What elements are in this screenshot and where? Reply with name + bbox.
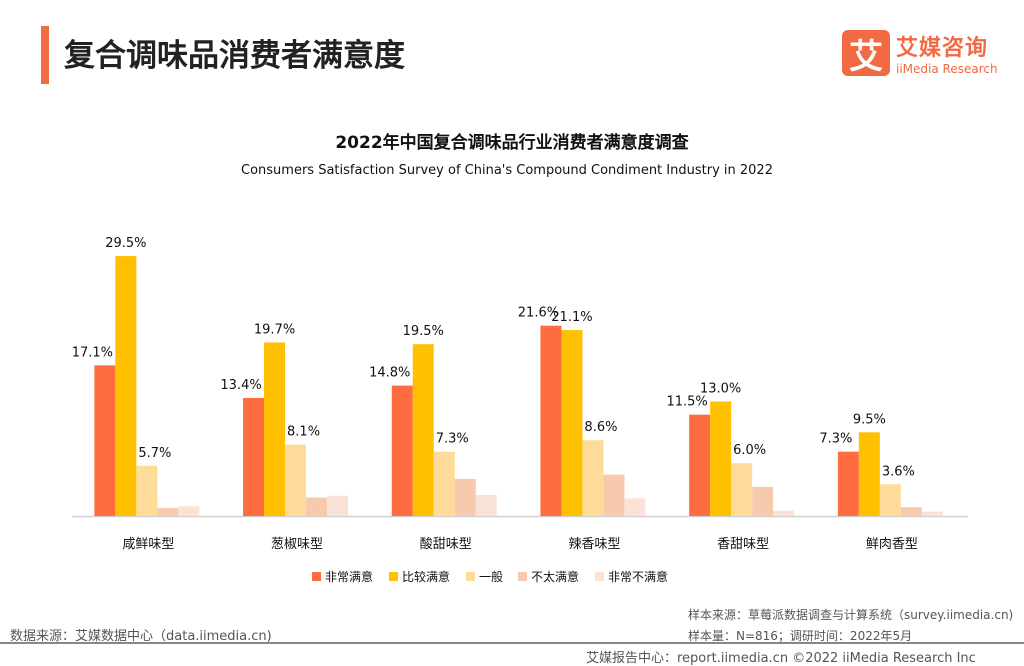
bar: [582, 440, 604, 516]
logo-en: iiMedia Research: [896, 62, 998, 76]
chart-title: 2022年中国复合调味品行业消费者满意度调查: [335, 133, 689, 153]
legend-swatch: [466, 572, 475, 581]
data-label: 3.6%: [882, 464, 915, 479]
page-title: 复合调味品消费者满意度: [64, 38, 405, 74]
data-label: 29.5%: [105, 236, 146, 251]
bar: [285, 444, 307, 516]
bar: [94, 365, 116, 516]
bar: [115, 256, 137, 516]
x-tick-label: 鲜肉香型: [866, 537, 918, 552]
data-label: 7.3%: [819, 432, 852, 447]
data-label: 8.1%: [287, 425, 320, 440]
legend-swatch: [518, 572, 527, 581]
legend-label: 一般: [479, 569, 503, 584]
title-accent-bar: [41, 26, 49, 84]
x-tick-label: 葱椒味型: [271, 537, 323, 552]
bar: [475, 494, 497, 516]
bar: [603, 474, 625, 516]
legend-swatch: [595, 572, 604, 581]
logo-mark: 艾: [842, 30, 890, 77]
x-tick-label: 辣香味型: [568, 537, 620, 552]
data-label: 6.0%: [733, 443, 766, 458]
bar: [306, 497, 328, 516]
bar: [731, 463, 753, 516]
bar: [540, 325, 562, 516]
bar: [243, 397, 265, 516]
bar: [136, 465, 158, 516]
data-label: 9.5%: [853, 412, 886, 427]
bar: [752, 486, 774, 516]
data-label: 5.7%: [138, 446, 171, 461]
bar: [858, 432, 880, 516]
data-source: 数据来源：艾媒数据中心（data.iimedia.cn): [10, 629, 272, 644]
bar: [157, 508, 179, 516]
sample-source: 样本来源：草莓派数据调查与计算系统（survey.iimedia.cn): [688, 608, 1014, 622]
bar: [178, 506, 200, 516]
data-label: 8.6%: [584, 420, 617, 435]
bar: [921, 511, 943, 516]
bar: [900, 507, 922, 516]
chart-subtitle: Consumers Satisfaction Survey of China's…: [241, 163, 773, 178]
bar: [412, 344, 434, 516]
bar: [710, 401, 732, 516]
data-label: 21.1%: [551, 310, 592, 325]
data-label: 21.6%: [518, 306, 559, 321]
bar: [327, 495, 349, 516]
data-label: 11.5%: [666, 395, 707, 410]
logo-cn: 艾媒咨询: [896, 36, 989, 61]
legend-swatch: [389, 572, 398, 581]
report-center: 艾媒报告中心：report.iimedia.cn ©2022 iiMedia R…: [586, 651, 976, 666]
footer-divider: [0, 642, 1024, 644]
data-label: 13.0%: [700, 381, 741, 396]
legend-label: 不太满意: [531, 569, 579, 584]
data-label: 17.1%: [72, 345, 113, 360]
data-label: 13.4%: [220, 378, 261, 393]
bar: [773, 510, 795, 516]
x-tick-label: 咸鲜味型: [122, 537, 174, 552]
bar: [264, 342, 286, 516]
bar: [624, 498, 646, 516]
sample-size: 样本量：N=816；调研时间：2022年5月: [688, 629, 913, 643]
data-label: 14.8%: [369, 366, 410, 381]
legend-label: 非常满意: [325, 569, 373, 584]
legend-label: 比较满意: [402, 569, 450, 584]
x-tick-label: 香甜味型: [717, 536, 769, 552]
x-tick-label: 酸甜味型: [420, 536, 472, 552]
bar: [561, 330, 583, 516]
data-label: 7.3%: [436, 432, 469, 447]
bar: [879, 484, 901, 516]
data-label: 19.5%: [403, 324, 444, 339]
bar: [433, 451, 455, 516]
bar-chart: 17.1% 29.5% 5.7% 咸鲜味型 13.4% 19.7% 8.1% 葱椒味型 14.8…: [72, 236, 968, 584]
data-label: 19.7%: [254, 322, 295, 337]
logo: 艾 艾媒咨询 iiMedia Research: [842, 30, 998, 77]
bar: [454, 478, 476, 516]
bar: [689, 414, 711, 516]
legend-swatch: [312, 572, 321, 581]
bar: [837, 451, 859, 516]
legend-label: 非常不满意: [608, 569, 668, 584]
bar: [391, 385, 413, 516]
